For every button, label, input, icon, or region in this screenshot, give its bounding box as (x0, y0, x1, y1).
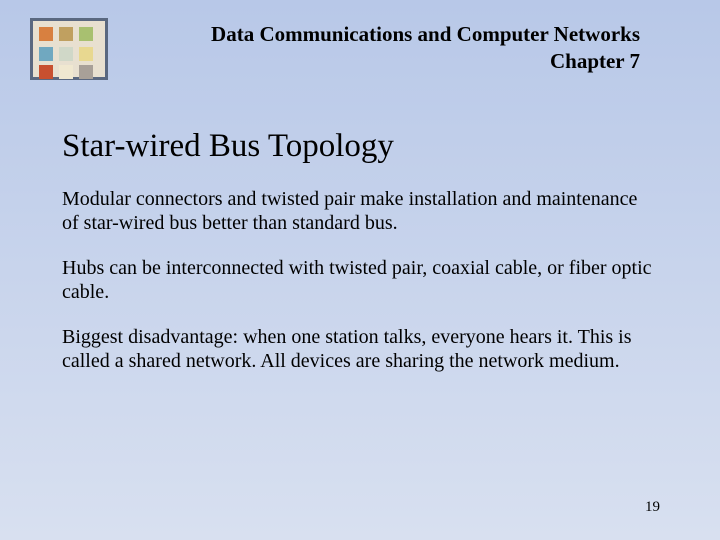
chapter-label: Chapter 7 (126, 49, 640, 74)
slide-header: Data Communications and Computer Network… (0, 0, 720, 80)
paragraph-1: Modular connectors and twisted pair make… (62, 187, 658, 236)
page-number: 19 (645, 499, 660, 516)
header-icon (30, 18, 108, 80)
header-text-block: Data Communications and Computer Network… (126, 18, 690, 74)
paragraph-2: Hubs can be interconnected with twisted … (62, 256, 658, 305)
paragraph-3: Biggest disadvantage: when one station t… (62, 325, 658, 374)
slide-content: Star-wired Bus Topology Modular connecto… (0, 80, 720, 373)
slide-title: Star-wired Bus Topology (62, 128, 658, 165)
course-title: Data Communications and Computer Network… (126, 22, 640, 47)
